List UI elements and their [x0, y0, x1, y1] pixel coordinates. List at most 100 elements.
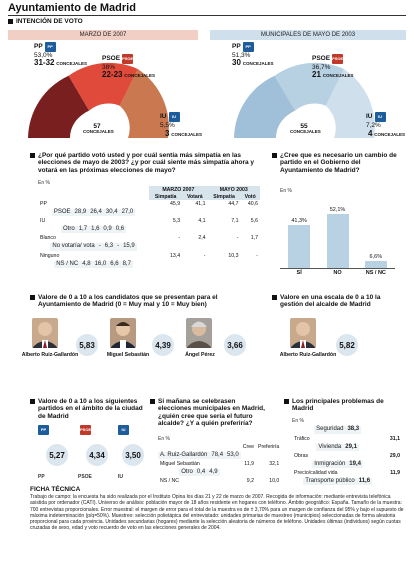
table-cell: 45,9	[170, 200, 181, 207]
table-row: A. Ruiz-Gallardón 78,4 53,0	[158, 450, 241, 460]
right-psoe-name: PSOE	[312, 55, 331, 63]
partidos-heading: Valore de 0 a 10 a los siguientes partid…	[30, 398, 145, 420]
voto-group1: MARZO 2007	[149, 186, 208, 194]
party-name: PP	[38, 474, 45, 480]
pp-logo-icon: PP	[38, 425, 49, 435]
table-row: Seguridad 38,3	[292, 425, 383, 435]
table-cell: 0,9	[101, 226, 114, 234]
table-cell: 6,6	[108, 260, 121, 268]
alcalde-unit: En %	[158, 436, 170, 442]
left-psoe-name: PSOE	[102, 55, 121, 63]
row-label: Otro	[61, 226, 77, 234]
right-pp-seats: 30	[232, 58, 241, 68]
left-psoe-seats: 22-23	[102, 70, 123, 80]
table-cell: 15,9	[121, 243, 137, 251]
table-cell: 8,7	[120, 260, 133, 268]
table-row: Tráfico 31,1	[292, 435, 402, 442]
right-psoe-label: PSOE PSOE 36,7% 21 CONCEJALES	[312, 54, 353, 80]
psoe-logo-icon: PSOE	[80, 425, 91, 435]
party-name: PSOE	[78, 474, 92, 480]
gestion-name: Alberto Ruiz-Gallardón	[279, 352, 337, 358]
hemicycle-left	[28, 62, 169, 142]
problemas-table-body: Seguridad 38,3 Tráfico 31,1 Vivienda 29,1 Obra…	[292, 425, 402, 487]
title-rule	[8, 15, 406, 16]
total-right: 55 CONCEJALES	[290, 123, 321, 135]
table-cell: 29,0	[389, 452, 400, 459]
pp-logo-icon: PP	[242, 42, 254, 52]
left-pp-pct: 53,0%	[34, 52, 53, 59]
candidate-name: Alberto Ruiz-Gallardón	[21, 352, 79, 358]
table-cell: 11,9	[390, 469, 400, 476]
alcalde-col-header: Preferiría	[257, 443, 280, 450]
left-iu-seats-label: CONCEJALES	[171, 132, 203, 137]
table-cell: 5,3	[172, 218, 181, 225]
row-label: Blanco	[40, 235, 56, 242]
left-psoe-seats-label: CONCEJALES	[124, 73, 156, 79]
table-cell: 7,1	[231, 218, 239, 225]
table-cell: 4,1	[198, 218, 206, 225]
table-cell: 44,7	[228, 200, 239, 207]
voto-col-header: Simpatía	[207, 193, 241, 201]
table-cell: 40,6	[247, 200, 258, 207]
left-psoe-pct: 38%	[102, 64, 116, 71]
row-label: NS / NC	[160, 477, 180, 484]
table-cell: 10,3	[228, 252, 239, 259]
row-label: Miguel Sebastián	[160, 460, 200, 467]
band-right: MUNICIPALES DE MAYO DE 2003	[210, 30, 406, 40]
page-title: Ayuntamiento de Madrid	[8, 2, 136, 14]
table-cell: 0,4	[194, 468, 208, 476]
total-right-num: 55	[300, 123, 308, 130]
table-row: Precio/calidad vida 11,9	[292, 469, 402, 476]
table-cell: 27,0	[119, 208, 136, 217]
left-pp-label: PP PP 53,0% 31-32 CONCEJALES	[34, 42, 87, 68]
table-cell: 11,9	[244, 460, 254, 467]
score-bubble: 3,66	[224, 334, 246, 356]
voto-table-body: PP 45,9 41,1 44,7 40,6 PSOE 28,9 26,4 30,4 27,0 IU…	[38, 200, 260, 269]
bullet-icon	[30, 153, 35, 158]
score-bubble: 3,50	[122, 444, 144, 466]
gestion-heading: Valore en una escala de 0 a 10 la gestió…	[272, 294, 402, 309]
left-pp-name: PP	[34, 43, 43, 51]
table-cell: -	[115, 243, 122, 251]
problemas-heading-text: Los principales problemas de Madrid	[292, 398, 384, 413]
candidatos-heading: Valore de 0 a 10 a los candidatos que se…	[30, 294, 260, 309]
voto-group2: MAYO 2003	[207, 186, 260, 194]
hemicycle-right-iu	[234, 75, 296, 138]
cambio-baseline	[280, 268, 395, 269]
row-label: Ninguno	[40, 252, 60, 259]
total-left: 57 CONCEJALES	[83, 123, 114, 135]
table-cell: 38,3	[345, 426, 362, 434]
voto-col-row: Simpatía Votará Simpatía Votó	[38, 193, 260, 201]
bar-category-label: NS / NC	[365, 270, 386, 276]
bullet-icon	[272, 295, 277, 300]
bar-value-label: 6,6%	[369, 254, 383, 261]
table-cell: 31,1	[389, 435, 400, 442]
pp-logo-icon: PP	[44, 42, 56, 52]
table-row: Blanco - 2,4 - 1,7	[38, 235, 260, 242]
bar	[326, 214, 349, 268]
psoe-logo-icon: PSOE	[122, 54, 133, 64]
right-iu-seats-block: 4 CONCEJALES	[368, 129, 405, 139]
bar-value-label: 41,3%	[291, 218, 307, 225]
score-bubble: 5,82	[336, 334, 358, 356]
alcalde-col-row: Cree Preferiría	[158, 443, 281, 450]
table-cell: 41,1	[195, 200, 206, 207]
right-psoe-pct: 36,7%	[312, 64, 331, 71]
iu-logo-icon: IU	[168, 112, 180, 122]
table-cell: 13,4	[170, 252, 181, 259]
section-title: INTENCIÓN DE VOTO	[16, 18, 83, 25]
table-row: IU 5,3 4,1 7,1 5,6	[38, 218, 260, 225]
partidos-heading-text: Valore de 0 a 10 a los siguientes partid…	[38, 398, 143, 420]
cambio-unit: En %	[280, 188, 292, 194]
table-cell: 1,7	[250, 235, 258, 242]
candidate-name: Miguel Sebastián	[106, 352, 150, 358]
table-cell: 2,4	[198, 235, 206, 242]
cambio-categories: SÍ NO NS / NC	[280, 270, 395, 278]
table-cell: 1,6	[89, 226, 102, 234]
table-row: Inmigración 19,4	[292, 459, 383, 469]
table-cell: 32,1	[269, 460, 280, 467]
hemicycle-right	[234, 62, 375, 142]
table-cell: -	[178, 235, 181, 242]
table-cell: 0,6	[113, 226, 127, 234]
bar-value-label: 52,1%	[329, 207, 346, 214]
